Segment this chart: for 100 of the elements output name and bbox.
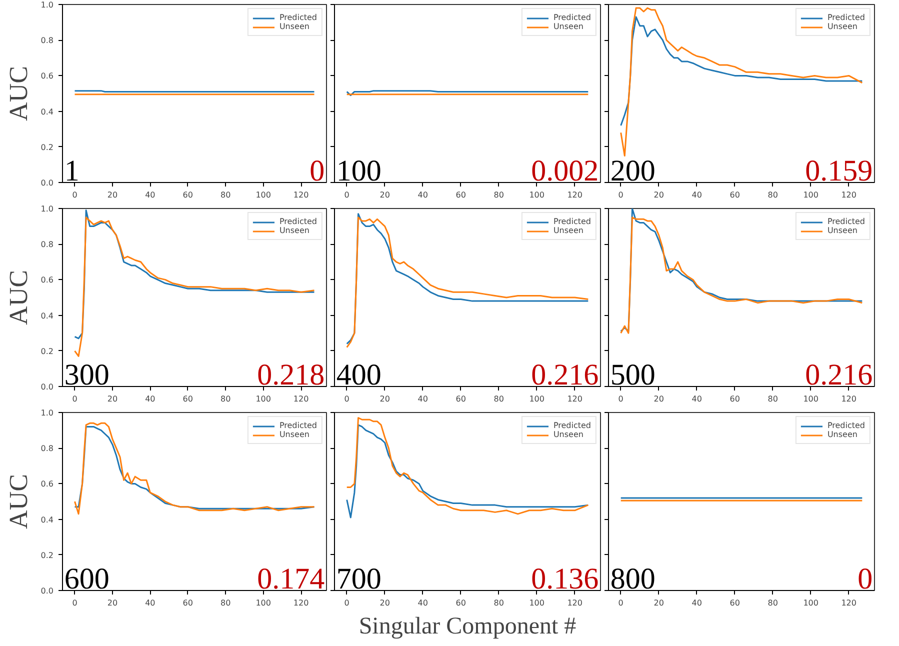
legend-label: Unseen: [827, 226, 858, 235]
x-tick-label: 60: [456, 394, 466, 404]
x-tick-label: 20: [654, 190, 664, 200]
x-tick-label: 60: [730, 394, 740, 404]
x-tick-label: 100: [529, 190, 544, 200]
x-tick-label: 20: [654, 598, 664, 608]
legend-label: Unseen: [279, 22, 310, 31]
legend-label: Predicted: [827, 13, 865, 22]
y-tick-label: 0.0: [40, 382, 54, 392]
x-tick-label: 0: [344, 190, 350, 200]
x-tick-label: 0: [618, 598, 624, 608]
x-tick-label: 120: [293, 190, 309, 200]
x-tick-label: 0: [618, 190, 624, 200]
x-tick-label: 40: [692, 598, 702, 608]
x-tick-label: 60: [182, 394, 193, 404]
y-tick-label: 0.8: [40, 36, 54, 46]
x-tick-label: 20: [107, 598, 118, 608]
x-tick-label: 120: [567, 190, 582, 200]
x-tick-label: 80: [494, 394, 504, 404]
x-tick-label: 20: [654, 394, 664, 404]
x-tick-label: 60: [182, 190, 193, 200]
annotation: 0.218: [257, 358, 325, 392]
legend-label: Unseen: [279, 226, 310, 235]
y-tick-label: 1.0: [40, 408, 54, 418]
x-tick-label: 80: [768, 598, 778, 608]
annotation: 300: [64, 358, 110, 392]
legend-label: Predicted: [279, 217, 317, 226]
x-tick-label: 40: [418, 190, 428, 200]
x-tick-label: 100: [256, 394, 271, 404]
annotation: 0.002: [531, 154, 599, 188]
x-tick-label: 120: [841, 394, 856, 404]
annotation: 0.174: [257, 562, 325, 596]
y-tick-label: 0.0: [40, 178, 54, 188]
y-axis-title: AUC: [4, 66, 33, 121]
legend-label: Predicted: [827, 217, 865, 226]
x-tick-label: 60: [730, 598, 740, 608]
y-tick-label: 0.4: [40, 515, 54, 524]
x-tick-label: 60: [182, 598, 193, 608]
x-tick-label: 20: [380, 598, 390, 608]
x-tick-label: 120: [567, 394, 582, 404]
x-tick-label: 120: [841, 598, 856, 608]
x-tick-label: 40: [692, 190, 702, 200]
y-tick-label: 0.4: [40, 311, 54, 320]
y-tick-label: 0.2: [40, 346, 54, 356]
annotation: 500: [610, 358, 656, 392]
x-tick-label: 100: [803, 394, 818, 404]
x-tick-label: 120: [841, 190, 856, 200]
annotation: 200: [610, 154, 656, 188]
annotation: 0.216: [805, 358, 873, 392]
y-tick-label: 0.8: [40, 240, 54, 250]
x-tick-label: 60: [456, 190, 466, 200]
legend-label: Unseen: [827, 430, 858, 439]
x-tick-label: 20: [380, 190, 390, 200]
y-tick-label: 0.8: [40, 444, 54, 454]
annotation: 0.216: [531, 358, 599, 392]
legend-label: Predicted: [553, 13, 591, 22]
x-tick-label: 80: [220, 190, 231, 200]
x-tick-label: 40: [145, 190, 156, 200]
annotation: 800: [610, 562, 656, 596]
legend-label: Unseen: [279, 430, 310, 439]
x-tick-label: 80: [768, 190, 778, 200]
y-tick-label: 0.0: [40, 586, 54, 596]
x-tick-label: 0: [72, 190, 78, 200]
annotation: 0.159: [805, 154, 873, 188]
x-tick-label: 40: [418, 394, 428, 404]
x-tick-label: 80: [494, 598, 504, 608]
annotation: 1: [64, 154, 80, 188]
x-tick-label: 120: [293, 394, 309, 404]
legend-label: Predicted: [279, 13, 317, 22]
x-tick-label: 80: [220, 394, 231, 404]
x-tick-label: 40: [692, 394, 702, 404]
x-tick-label: 100: [529, 394, 544, 404]
x-tick-label: 100: [803, 598, 818, 608]
x-tick-label: 20: [107, 394, 118, 404]
x-tick-label: 0: [344, 598, 350, 608]
annotation: 400: [336, 358, 382, 392]
x-tick-label: 40: [145, 598, 156, 608]
x-tick-label: 100: [529, 598, 544, 608]
legend-label: Unseen: [553, 226, 584, 235]
x-tick-label: 60: [456, 598, 466, 608]
legend-label: Predicted: [553, 217, 591, 226]
x-tick-label: 100: [256, 190, 271, 200]
x-tick-label: 0: [72, 598, 78, 608]
legend-label: Unseen: [553, 430, 584, 439]
y-tick-label: 0.6: [40, 72, 54, 81]
x-tick-label: 80: [220, 598, 231, 608]
x-tick-label: 100: [803, 190, 818, 200]
legend-label: Unseen: [827, 22, 858, 31]
x-tick-label: 40: [418, 598, 428, 608]
x-tick-label: 100: [256, 598, 271, 608]
y-tick-label: 0.6: [40, 480, 54, 489]
x-axis-title: Singular Component #: [358, 614, 576, 640]
y-axis-title: AUC: [4, 270, 33, 325]
annotation: 700: [336, 562, 382, 596]
x-tick-label: 0: [344, 394, 350, 404]
x-tick-label: 60: [730, 190, 740, 200]
x-tick-label: 80: [494, 190, 504, 200]
y-tick-label: 1.0: [40, 204, 54, 214]
legend-label: Predicted: [279, 421, 317, 430]
x-tick-label: 0: [72, 394, 78, 404]
